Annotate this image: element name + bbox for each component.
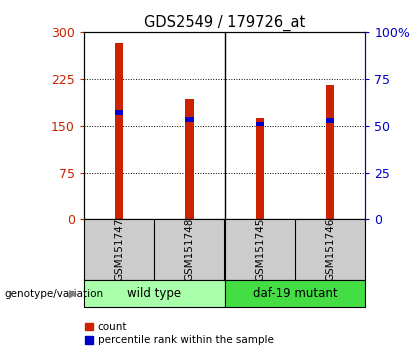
Text: wild type: wild type <box>127 287 181 300</box>
Bar <box>84 280 225 307</box>
Bar <box>225 280 365 307</box>
Bar <box>185 117 194 122</box>
Text: GSM151745: GSM151745 <box>255 218 265 281</box>
Bar <box>115 43 123 219</box>
Bar <box>256 118 264 219</box>
Text: ▶: ▶ <box>69 289 78 299</box>
Bar <box>115 110 123 115</box>
Text: GSM151748: GSM151748 <box>184 218 194 281</box>
Text: daf-19 mutant: daf-19 mutant <box>253 287 337 300</box>
Legend: count, percentile rank within the sample: count, percentile rank within the sample <box>85 322 273 345</box>
Bar <box>326 85 334 219</box>
Text: GSM151747: GSM151747 <box>114 218 124 281</box>
Text: genotype/variation: genotype/variation <box>4 289 103 299</box>
Bar <box>256 122 264 126</box>
Title: GDS2549 / 179726_at: GDS2549 / 179726_at <box>144 14 305 30</box>
Bar <box>326 119 334 123</box>
Bar <box>185 99 194 219</box>
Text: GSM151746: GSM151746 <box>325 218 335 281</box>
